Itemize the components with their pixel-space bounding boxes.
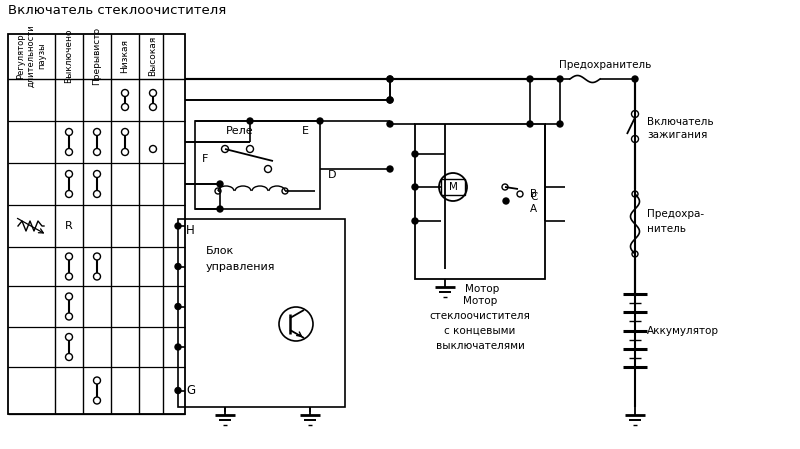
- Text: управления: управления: [206, 262, 275, 272]
- Text: Низкая: Низкая: [121, 39, 130, 73]
- Circle shape: [387, 121, 393, 127]
- Bar: [178, 219, 345, 407]
- Text: нитель: нитель: [647, 224, 686, 234]
- Text: M: M: [449, 182, 458, 192]
- Circle shape: [247, 118, 253, 124]
- Text: выключателями: выключателями: [435, 341, 525, 351]
- Circle shape: [527, 76, 533, 82]
- Text: C: C: [530, 192, 538, 202]
- Circle shape: [175, 223, 181, 229]
- Circle shape: [217, 206, 223, 212]
- Text: E: E: [302, 126, 309, 136]
- Circle shape: [412, 218, 418, 224]
- Text: R: R: [65, 221, 73, 231]
- Circle shape: [557, 76, 563, 82]
- Circle shape: [387, 76, 393, 82]
- Circle shape: [412, 151, 418, 157]
- Text: F: F: [202, 154, 208, 164]
- Text: зажигания: зажигания: [647, 130, 707, 140]
- Circle shape: [632, 76, 638, 82]
- Circle shape: [527, 121, 533, 127]
- Circle shape: [175, 344, 181, 350]
- Text: Предохра-: Предохра-: [647, 209, 704, 219]
- Text: G: G: [186, 384, 195, 397]
- Circle shape: [387, 97, 393, 103]
- Circle shape: [175, 304, 181, 309]
- Circle shape: [503, 198, 509, 204]
- Circle shape: [387, 97, 393, 103]
- Circle shape: [317, 118, 323, 124]
- Text: Предохранитель: Предохранитель: [559, 60, 651, 70]
- Text: Реле: Реле: [226, 126, 254, 136]
- Text: Мотор: Мотор: [465, 284, 499, 294]
- Text: Включатель стеклоочистителя: Включатель стеклоочистителя: [8, 4, 226, 18]
- Text: B: B: [530, 189, 537, 199]
- Text: Высокая: Высокая: [149, 36, 158, 76]
- Text: Прерывисто: Прерывисто: [93, 27, 102, 85]
- Text: с концевыми: с концевыми: [444, 326, 516, 336]
- Circle shape: [175, 387, 181, 393]
- Circle shape: [557, 121, 563, 127]
- Circle shape: [387, 76, 393, 82]
- Circle shape: [412, 184, 418, 190]
- Bar: [195, 121, 320, 209]
- Bar: [8, 34, 185, 414]
- Text: Выключено: Выключено: [65, 29, 74, 83]
- Text: Аккумулятор: Аккумулятор: [647, 326, 719, 336]
- Text: стеклоочистителя: стеклоочистителя: [430, 311, 530, 321]
- Bar: [441, 179, 465, 195]
- Circle shape: [217, 181, 223, 187]
- Bar: [415, 124, 545, 279]
- Text: Регулятор
длительности
паузы: Регулятор длительности паузы: [16, 25, 46, 87]
- Text: H: H: [186, 224, 194, 238]
- Text: Блок: Блок: [206, 246, 234, 256]
- Text: D: D: [328, 170, 337, 180]
- Circle shape: [387, 166, 393, 172]
- Text: Мотор: Мотор: [463, 296, 497, 306]
- Text: A: A: [530, 204, 537, 214]
- Text: Включатель: Включатель: [647, 117, 714, 127]
- Circle shape: [175, 264, 181, 269]
